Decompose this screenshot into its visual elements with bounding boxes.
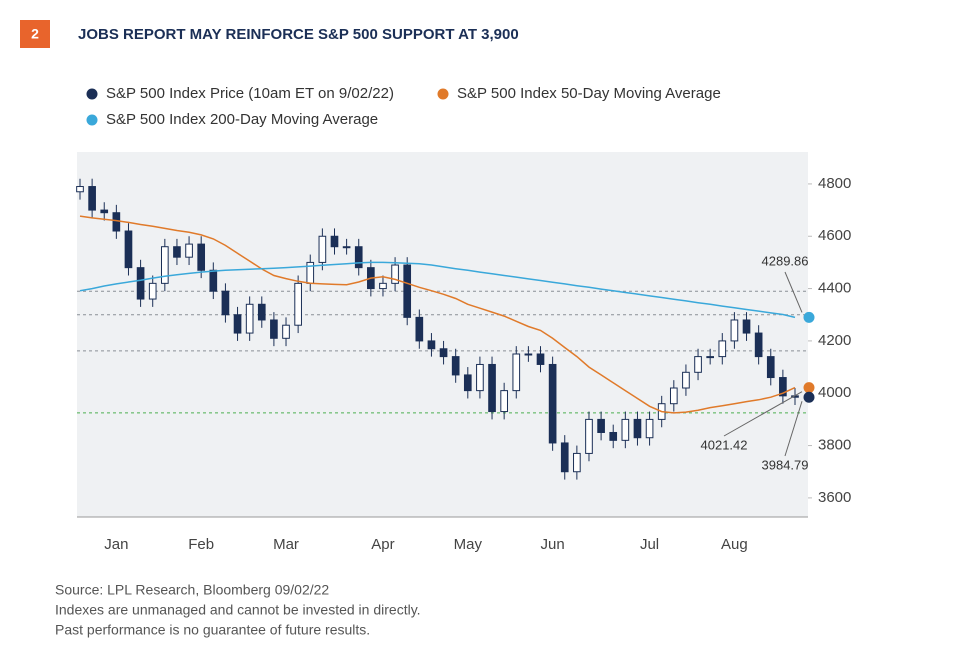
y-tick-label: 3800 (818, 437, 851, 454)
candle-body (682, 371, 690, 389)
candle-body (645, 418, 654, 439)
candle-body (415, 316, 424, 342)
candle-body (573, 452, 581, 473)
badge (20, 20, 50, 48)
candle-body (354, 246, 363, 269)
y-tick-label: 4200 (818, 332, 851, 349)
x-tick-label: Jul (640, 536, 659, 553)
x-tick-label: Apr (371, 536, 394, 553)
x-tick-label: Mar (273, 536, 299, 553)
candle-body (112, 212, 121, 232)
legend-marker (437, 88, 449, 100)
candle-body (197, 243, 206, 271)
candle-body (669, 387, 678, 405)
candle-body (718, 340, 727, 358)
x-tick-label: Aug (721, 536, 748, 553)
candle-body (512, 353, 521, 392)
candle-body (560, 442, 569, 473)
candle-body (633, 418, 642, 439)
x-tick-label: Jan (104, 536, 128, 553)
candle-body (257, 303, 266, 321)
footer-line: Source: LPL Research, Bloomberg 09/02/22 (55, 582, 329, 598)
legend-label: S&P 500 Index Price (10am ET on 9/02/22) (106, 85, 394, 102)
x-tick-label: Feb (188, 536, 214, 553)
candle-body (621, 418, 630, 441)
candle-body (173, 246, 181, 258)
candle-body (221, 290, 230, 316)
footer-line: Indexes are unmanaged and cannot be inve… (55, 602, 421, 618)
annotation-label: 4021.42 (701, 437, 748, 452)
y-tick-label: 4400 (818, 280, 851, 297)
candle-body (548, 363, 557, 444)
candle-body (779, 377, 787, 397)
candle-body (342, 246, 351, 249)
candle-body (451, 356, 460, 376)
footer-line: Past performance is no guarantee of futu… (55, 622, 370, 638)
annotation-arrow (784, 271, 803, 313)
candle-body (706, 356, 715, 359)
annotation-arrow (784, 401, 803, 457)
legend-marker (86, 114, 98, 126)
candle-body (427, 340, 436, 350)
candle-body (391, 264, 399, 284)
candle-body (597, 418, 605, 433)
candle-body (245, 303, 254, 334)
candle-body (585, 418, 593, 454)
chart-title: JOBS REPORT MAY REINFORCE S&P 500 SUPPOR… (78, 26, 519, 43)
annotation-label: 4289.86 (762, 253, 809, 268)
annotation-arrow (723, 391, 803, 437)
end-point (803, 311, 815, 323)
moving-average-line (79, 261, 796, 319)
candle-body (766, 356, 775, 379)
candle-body (694, 356, 702, 373)
annotation-label: 3984.79 (762, 457, 809, 472)
y-tick-label: 4800 (818, 175, 851, 192)
candle-body (463, 374, 472, 392)
legend-marker (86, 88, 98, 100)
candle-body (88, 186, 96, 211)
candle-body (524, 353, 533, 356)
candle-body (500, 390, 508, 413)
end-point (803, 391, 815, 403)
candle-body (185, 243, 193, 258)
y-tick-label: 4600 (818, 227, 851, 244)
x-tick-label: Jun (541, 536, 565, 553)
end-point (803, 382, 815, 394)
candle-body (124, 230, 133, 269)
candle-body (318, 235, 327, 263)
candle-body (536, 353, 545, 365)
candle-body (439, 348, 448, 358)
y-tick-label: 3600 (818, 489, 851, 506)
candle-body (730, 319, 739, 342)
candle-body (609, 431, 618, 441)
candle-body (136, 267, 145, 300)
candle-body (160, 246, 169, 284)
candle-body (742, 319, 751, 334)
x-tick-label: May (454, 536, 483, 553)
candle-body (209, 269, 218, 292)
candle-body (100, 209, 109, 214)
badge-number: 2 (31, 26, 39, 42)
candle-body (148, 282, 157, 300)
candle-body (294, 282, 302, 326)
candle-body (282, 324, 290, 339)
legend-label: S&P 500 Index 200-Day Moving Average (106, 111, 378, 128)
candle-body (330, 235, 339, 248)
legend-label: S&P 500 Index 50-Day Moving Average (457, 85, 721, 102)
candle-body (270, 319, 278, 339)
candle-body (76, 186, 84, 193)
candle-body (403, 264, 412, 318)
candle-body (233, 314, 242, 334)
moving-average-line (79, 215, 796, 414)
candle-body (379, 282, 387, 290)
candle-body (476, 363, 484, 392)
plot-area (77, 152, 808, 517)
candle-body (488, 363, 496, 413)
candle-body (754, 332, 763, 358)
y-tick-label: 4000 (818, 384, 851, 401)
